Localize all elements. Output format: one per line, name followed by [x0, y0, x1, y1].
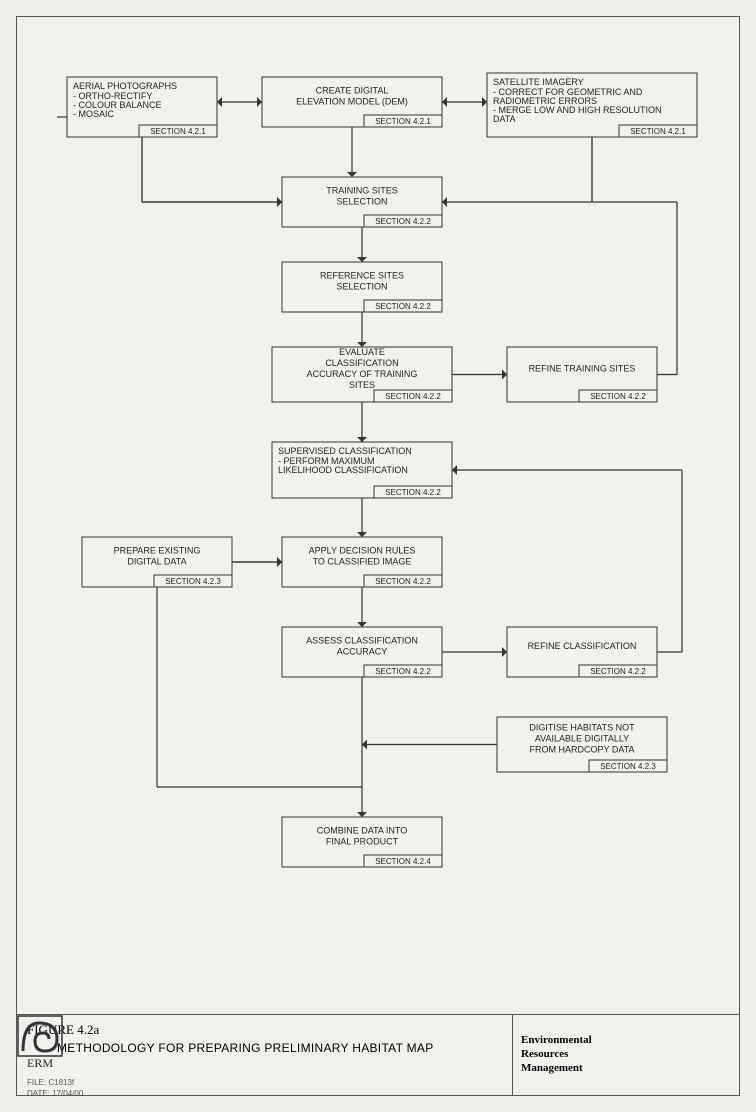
svg-text:SECTION 4.2.2: SECTION 4.2.2	[385, 488, 441, 497]
figure-title: METHODOLOGY FOR PREPARING PRELIMINARY HA…	[57, 1041, 434, 1055]
page: SECTION 4.2.1AERIAL PHOTOGRAPHS- ORTHO-R…	[0, 0, 756, 1112]
node-eval: SECTION 4.2.2 EVALUATECLASSIFICATIONACCUR…	[272, 347, 452, 402]
svg-text:SECTION 4.2.3: SECTION 4.2.3	[165, 577, 221, 586]
svg-text:AVAILABLE DIGITALLY: AVAILABLE DIGITALLY	[535, 734, 629, 744]
svg-text:SECTION 4.2.4: SECTION 4.2.4	[375, 857, 431, 866]
svg-text:PREPARE EXISTING: PREPARE EXISTING	[114, 546, 201, 556]
svg-text:AERIAL PHOTOGRAPHS: AERIAL PHOTOGRAPHS	[73, 81, 177, 91]
svg-text:TRAINING SITES: TRAINING SITES	[326, 186, 398, 196]
svg-text:SELECTION: SELECTION	[336, 197, 387, 207]
svg-text:SECTION 4.2.2: SECTION 4.2.2	[375, 302, 431, 311]
node-apply: SECTION 4.2.2 APPLY DECISION RULESTO CLAS…	[282, 537, 442, 587]
svg-text:- MERGE LOW AND HIGH RESOLUTIO: - MERGE LOW AND HIGH RESOLUTION	[493, 105, 662, 115]
svg-text:CLASSIFICATION: CLASSIFICATION	[325, 358, 398, 368]
svg-text:SATELLITE IMAGERY: SATELLITE IMAGERY	[493, 77, 584, 87]
erm-logo-svg: ERM	[17, 1015, 63, 1069]
svg-text:SECTION 4.2.2: SECTION 4.2.2	[375, 217, 431, 226]
svg-text:REFINE CLASSIFICATION: REFINE CLASSIFICATION	[528, 641, 637, 651]
svg-text:SECTION 4.2.2: SECTION 4.2.2	[590, 392, 646, 401]
svg-text:ACCURACY OF TRAINING: ACCURACY OF TRAINING	[307, 369, 418, 379]
node-sat: SECTION 4.2.1SATELLITE IMAGERY- CORRECT …	[487, 73, 697, 137]
svg-text:SECTION 4.2.3: SECTION 4.2.3	[600, 762, 656, 771]
svg-text:SECTION 4.2.2: SECTION 4.2.2	[385, 392, 441, 401]
date-label: DATE: 17/04/00	[27, 1088, 502, 1099]
svg-text:DIGITISE HABITATS NOT: DIGITISE HABITATS NOT	[529, 723, 635, 733]
svg-text:EVALUATE: EVALUATE	[339, 347, 385, 357]
footer: FIGURE 4.2a METHODOLOGY FOR PREPARING PR…	[17, 1015, 739, 1095]
node-digitise: SECTION 4.2.3 DIGITISE HABITATS NOTAVAILA…	[497, 717, 667, 772]
logo-text: ERM	[27, 1056, 53, 1069]
svg-text:SITES: SITES	[349, 380, 375, 390]
svg-text:FINAL PRODUCT: FINAL PRODUCT	[326, 837, 399, 847]
svg-text:SECTION 4.2.1: SECTION 4.2.1	[630, 127, 686, 136]
node-aerial: SECTION 4.2.1AERIAL PHOTOGRAPHS- ORTHO-R…	[67, 77, 217, 137]
svg-text:SUPERVISED CLASSIFICATION: SUPERVISED CLASSIFICATION	[278, 446, 412, 456]
svg-text:SECTION 4.2.2: SECTION 4.2.2	[375, 577, 431, 586]
svg-text:SELECTION: SELECTION	[336, 282, 387, 292]
svg-text:SECTION 4.2.2: SECTION 4.2.2	[590, 667, 646, 676]
org-line2: Resources	[521, 1048, 592, 1062]
svg-text:DATA: DATA	[493, 114, 516, 124]
svg-text:ASSESS CLASSIFICATION: ASSESS CLASSIFICATION	[306, 636, 418, 646]
svg-text:SECTION 4.2.2: SECTION 4.2.2	[375, 667, 431, 676]
node-assess: SECTION 4.2.2 ASSESS CLASSIFICATIONACCURA…	[282, 627, 442, 677]
node-dem: SECTION 4.2.1 CREATE DIGITALELEVATION MOD…	[262, 77, 442, 127]
node-refine2: SECTION 4.2.2 REFINE CLASSIFICATION	[507, 627, 657, 677]
node-super: SECTION 4.2.2SUPERVISED CLASSIFICATION- …	[272, 442, 452, 498]
svg-text:- MOSAIC: - MOSAIC	[73, 109, 115, 119]
node-train: SECTION 4.2.2 TRAINING SITESSELECTION	[282, 177, 442, 227]
svg-text:ACCURACY: ACCURACY	[337, 647, 388, 657]
svg-text:COMBINE DATA INTO: COMBINE DATA INTO	[317, 826, 408, 836]
file-info: FILE: C1813f DATE: 17/04/00	[27, 1077, 502, 1099]
svg-text:FROM HARDCOPY DATA: FROM HARDCOPY DATA	[529, 745, 634, 755]
node-refine1: SECTION 4.2.2 REFINE TRAINING SITES	[507, 347, 657, 402]
svg-text:LIKELIHOOD CLASSIFICATION: LIKELIHOOD CLASSIFICATION	[278, 465, 408, 475]
node-combine: SECTION 4.2.4 COMBINE DATA INTOFINAL PROD…	[282, 817, 442, 867]
org-line1: Environmental	[521, 1034, 592, 1048]
svg-text:REFINE TRAINING SITES: REFINE TRAINING SITES	[529, 364, 636, 374]
svg-text:CREATE DIGITAL: CREATE DIGITAL	[316, 86, 389, 96]
org-line3: Management	[521, 1062, 592, 1076]
flowchart-svg: SECTION 4.2.1AERIAL PHOTOGRAPHS- ORTHO-R…	[17, 17, 741, 1017]
outer-frame: SECTION 4.2.1AERIAL PHOTOGRAPHS- ORTHO-R…	[16, 16, 740, 1096]
svg-text:TO CLASSIFIED IMAGE: TO CLASSIFIED IMAGE	[313, 557, 412, 567]
file-label: FILE: C1813f	[27, 1077, 502, 1088]
org-name: Environmental Resources Management	[521, 1034, 592, 1075]
svg-text:DIGITAL DATA: DIGITAL DATA	[127, 557, 186, 567]
svg-text:APPLY DECISION RULES: APPLY DECISION RULES	[309, 546, 416, 556]
diagram-frame: SECTION 4.2.1AERIAL PHOTOGRAPHS- ORTHO-R…	[17, 17, 739, 1015]
footer-right: Environmental Resources Management ERM	[513, 1015, 739, 1095]
footer-left: FIGURE 4.2a METHODOLOGY FOR PREPARING PR…	[17, 1015, 513, 1095]
svg-text:ELEVATION MODEL (DEM): ELEVATION MODEL (DEM)	[296, 97, 408, 107]
svg-text:SECTION 4.2.1: SECTION 4.2.1	[150, 127, 206, 136]
node-ref: SECTION 4.2.2 REFERENCE SITESSELECTION	[282, 262, 442, 312]
svg-text:SECTION 4.2.1: SECTION 4.2.1	[375, 117, 431, 126]
svg-text:REFERENCE SITES: REFERENCE SITES	[320, 271, 404, 281]
node-prep: SECTION 4.2.3 PREPARE EXISTINGDIGITAL DAT…	[82, 537, 232, 587]
